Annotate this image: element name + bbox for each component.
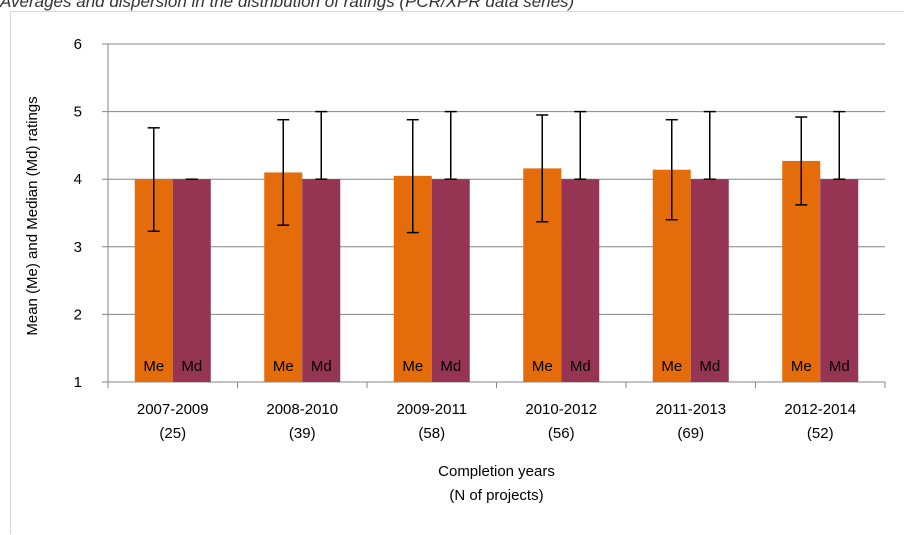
x-category-label: (25) xyxy=(159,425,186,442)
x-category-label: (52) xyxy=(807,425,834,442)
gridlines xyxy=(102,44,885,388)
bar-md xyxy=(820,179,858,382)
y-tick-label: 3 xyxy=(74,239,82,256)
bars xyxy=(135,161,859,382)
bar-label: Md xyxy=(440,358,461,375)
x-axis-title: Completion years xyxy=(438,463,555,480)
x-category-label: 2008-2010 xyxy=(266,401,338,418)
bar-label: Me xyxy=(661,358,682,375)
bar-md xyxy=(561,179,599,382)
bar-label: Me xyxy=(402,358,423,375)
bar-label: Md xyxy=(570,358,591,375)
x-category-label: 2010-2012 xyxy=(525,401,597,418)
x-category-label: (58) xyxy=(418,425,445,442)
bar-md xyxy=(173,179,211,382)
bar-md xyxy=(691,179,729,382)
bar-label: Md xyxy=(181,358,202,375)
bar-label: Me xyxy=(143,358,164,375)
y-tick-label: 6 xyxy=(74,36,82,53)
y-tick-label: 1 xyxy=(74,374,82,391)
bar-label: Md xyxy=(699,358,720,375)
bar-md xyxy=(302,179,340,382)
error-bars xyxy=(148,112,846,233)
y-tick-label: 2 xyxy=(74,306,82,323)
x-category-label: (56) xyxy=(548,425,575,442)
bar-label: Me xyxy=(273,358,294,375)
x-category-label: 2009-2011 xyxy=(396,401,467,418)
bar-label: Me xyxy=(791,358,812,375)
bar-md xyxy=(432,179,470,382)
bar-label: Md xyxy=(829,358,850,375)
y-tick-label: 5 xyxy=(74,104,82,121)
x-category-label: 2012-2014 xyxy=(784,401,856,418)
x-category-label: (39) xyxy=(289,425,316,442)
bar-label: Md xyxy=(311,358,332,375)
x-category-label: (69) xyxy=(677,425,704,442)
x-axis-title: (N of projects) xyxy=(449,487,543,504)
y-tick-label: 4 xyxy=(74,171,82,188)
x-category-label: 2011-2013 xyxy=(655,401,726,418)
bar-label: Me xyxy=(532,358,553,375)
y-axis-title: Mean (Me) and Median (Md) ratings xyxy=(24,96,41,335)
x-category-label: 2007-2009 xyxy=(137,401,209,418)
